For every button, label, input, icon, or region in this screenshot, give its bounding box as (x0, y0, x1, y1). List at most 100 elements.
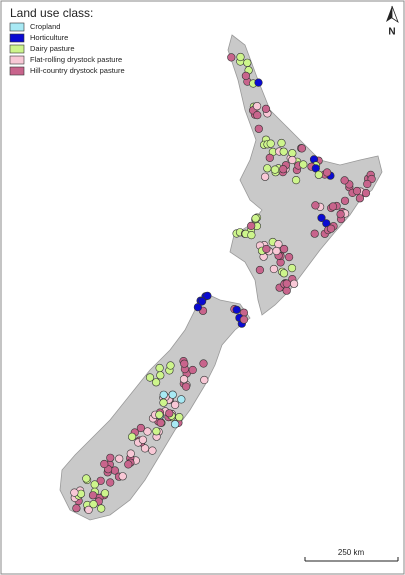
site-point (255, 265, 265, 275)
legend-swatch (9, 33, 25, 43)
site-points (70, 52, 376, 515)
site-point (171, 400, 180, 410)
site-point (254, 78, 263, 87)
site-point (241, 71, 250, 80)
site-point (76, 489, 86, 498)
site-point (145, 373, 155, 382)
site-point (155, 410, 164, 419)
site-point (326, 224, 336, 233)
site-point (282, 286, 291, 295)
site-point (279, 165, 288, 174)
site-point (243, 58, 252, 67)
site-point (156, 418, 165, 428)
site-point (203, 291, 212, 300)
site-point (251, 214, 260, 223)
site-point (188, 365, 197, 375)
site-point (236, 52, 245, 62)
site-point (200, 375, 209, 385)
site-point (261, 172, 270, 181)
legend-swatch (9, 44, 25, 54)
site-point (97, 504, 106, 513)
site-point (317, 213, 326, 222)
site-point (311, 201, 320, 210)
site-point (72, 504, 81, 513)
site-point (254, 124, 263, 133)
legend: Cropland Horticulture Dairy pasture Flat-ro… (9, 22, 125, 76)
site-point (124, 460, 133, 469)
site-point (299, 160, 308, 169)
scale-bar: 250 km (304, 548, 399, 562)
site-point (265, 153, 274, 162)
site-point (232, 305, 241, 314)
site-point (323, 168, 332, 177)
arrow-right (391, 5, 399, 24)
site-point (288, 155, 297, 165)
site-point (166, 361, 175, 370)
site-point (285, 253, 294, 262)
site-point (96, 476, 105, 485)
site-point (106, 453, 115, 462)
site-point (152, 378, 161, 387)
site-point (177, 395, 186, 404)
site-point (89, 500, 98, 509)
site-point (253, 110, 262, 120)
site-point (152, 427, 161, 436)
site-point (100, 459, 109, 469)
site-point (90, 480, 99, 489)
north-label: N (388, 27, 395, 38)
site-point (136, 423, 145, 433)
site-point (143, 427, 152, 436)
site-point (279, 269, 289, 278)
legend-label: Hill-country drystock pasture (30, 66, 125, 75)
legend-label: Horticulture (30, 33, 68, 42)
site-point (314, 170, 323, 179)
north-arrow: N (386, 5, 399, 38)
site-point (168, 390, 177, 399)
site-point (155, 363, 164, 373)
legend-swatch (9, 22, 25, 32)
site-point (84, 505, 93, 515)
scale-label: 250 km (338, 548, 365, 557)
site-point (282, 279, 291, 288)
site-point (340, 176, 349, 185)
site-point (290, 279, 299, 288)
arrow-left (386, 6, 392, 22)
legend-swatch (9, 66, 25, 76)
site-point (279, 147, 288, 156)
site-point (199, 359, 208, 368)
site-point (179, 375, 189, 384)
site-point (126, 449, 135, 458)
site-point (70, 488, 79, 497)
site-point (280, 244, 289, 254)
site-point (165, 409, 174, 418)
site-point (115, 454, 124, 463)
site-point (180, 359, 189, 368)
site-point (82, 474, 91, 483)
site-point (269, 264, 279, 274)
site-point (128, 432, 137, 441)
site-point (88, 491, 98, 500)
site-point (159, 398, 168, 407)
site-point (287, 264, 297, 273)
site-point (118, 472, 127, 481)
site-point (171, 420, 180, 429)
site-point (328, 202, 338, 211)
site-point (159, 390, 168, 399)
site-point (361, 189, 371, 198)
site-point (270, 165, 280, 174)
site-point (175, 413, 184, 422)
legend-swatch (9, 55, 25, 65)
site-point (297, 144, 307, 153)
site-point (148, 446, 157, 455)
site-point (247, 221, 256, 230)
legend-title: Land use class: (10, 6, 93, 20)
site-point (253, 101, 262, 111)
site-point (193, 303, 202, 312)
site-point (352, 186, 362, 196)
site-point (336, 210, 345, 219)
site-point (247, 231, 256, 240)
site-point (140, 444, 150, 453)
legend-label: Flat-rolling drystock pasture (30, 55, 122, 64)
legend-label: Cropland (30, 22, 60, 31)
